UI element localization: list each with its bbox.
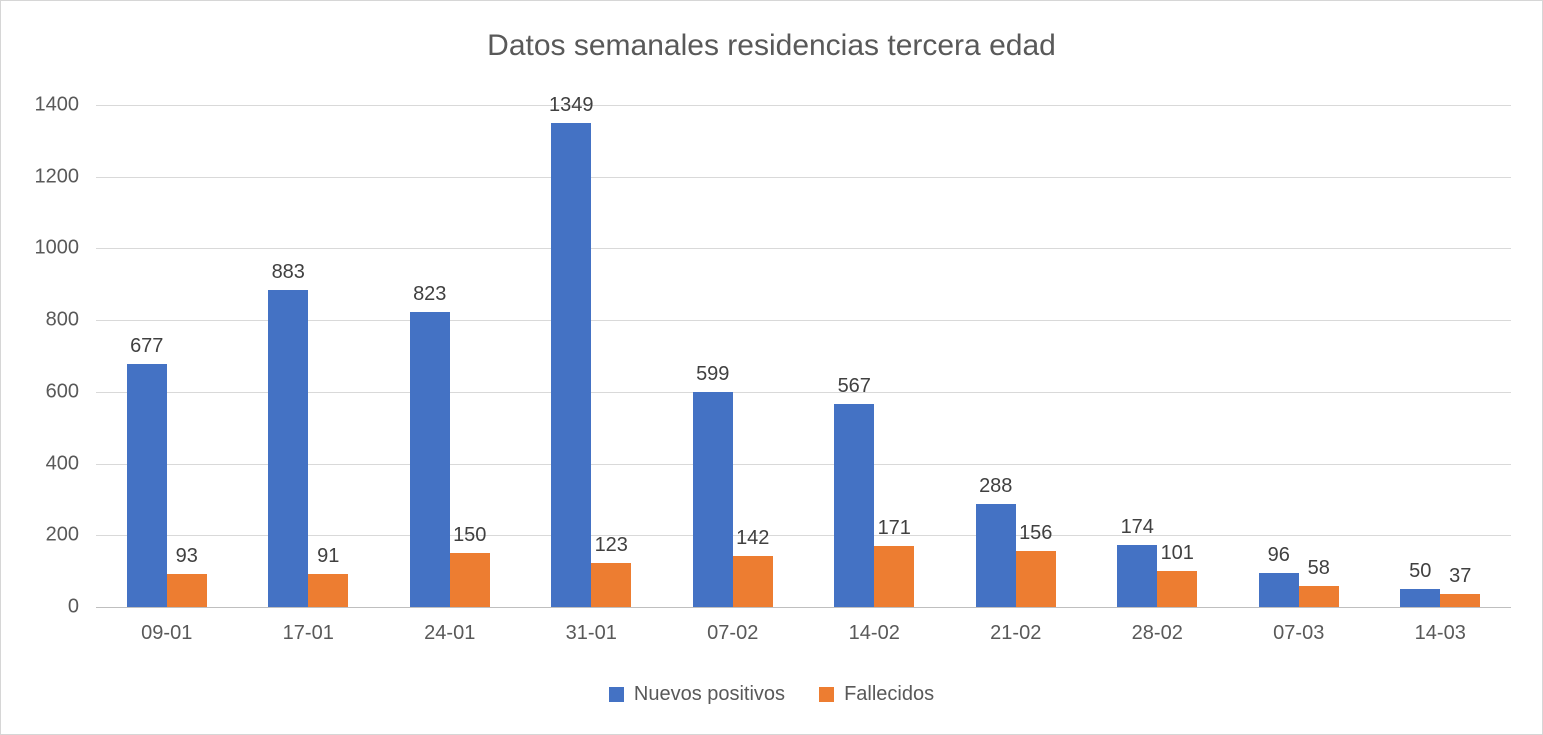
bar-nuevos-positivos: 50 — [1400, 560, 1441, 607]
legend-entry-nuevos-positivos: Nuevos positivos — [608, 683, 786, 706]
legend-swatch-icon — [819, 687, 835, 702]
data-label: 823 — [413, 282, 447, 305]
bar-fallecidos: 150 — [449, 524, 490, 607]
bar-nuevos-positivos: 174 — [1117, 516, 1158, 607]
bar-nuevos-positivos: 823 — [409, 283, 450, 607]
bar-fallecidos: 171 — [874, 517, 915, 607]
gridline — [96, 463, 1511, 465]
bar-fallecidos: 58 — [1298, 557, 1339, 607]
bar-group-14-03: 50 37 — [1370, 105, 1512, 607]
data-label: 58 — [1307, 557, 1330, 580]
gridline — [96, 105, 1511, 106]
bar-group-07-02: 599 142 — [662, 105, 804, 607]
y-axis-tick-label: 400 — [45, 452, 79, 475]
data-label: 567 — [837, 374, 871, 397]
bar-nuevos-positivos: 288 — [975, 475, 1016, 607]
bar-group-07-03: 96 58 — [1228, 105, 1370, 607]
bar-fallecidos: 91 — [308, 545, 349, 607]
data-label: 93 — [175, 544, 198, 567]
data-label: 142 — [736, 527, 770, 550]
legend-entry-fallecidos: Fallecidos — [819, 683, 934, 706]
bar-nuevos-positivos: 599 — [692, 363, 733, 607]
gridline — [96, 176, 1511, 178]
x-axis-tick-label: 21-02 — [990, 622, 1042, 644]
bar-fallecidos: 37 — [1440, 565, 1481, 607]
x-axis-tick-label: 14-03 — [1414, 622, 1466, 644]
data-label: 677 — [130, 335, 164, 358]
legend-label: Fallecidos — [844, 683, 935, 705]
data-label: 50 — [1409, 560, 1432, 583]
x-axis-tick-label: 24-01 — [424, 622, 476, 644]
gridline — [96, 391, 1511, 393]
y-axis-tick-label: 1400 — [34, 93, 80, 116]
data-label: 91 — [317, 545, 340, 568]
x-axis-tick-label: 28-02 — [1131, 622, 1183, 644]
y-axis-tick-label: 1200 — [34, 165, 80, 188]
x-axis-tick-label: 09-01 — [141, 622, 193, 644]
bar-group-31-01: 1349 123 — [521, 94, 663, 607]
x-axis-tick-label: 07-03 — [1273, 622, 1325, 644]
bar-group-17-01: 883 91 — [238, 105, 380, 607]
bar-group-14-02: 567 171 — [804, 105, 946, 607]
data-label: 288 — [979, 474, 1013, 497]
y-axis-tick-label: 200 — [45, 523, 79, 546]
bar-fallecidos: 93 — [166, 545, 207, 607]
data-label: 883 — [271, 261, 305, 284]
data-label: 171 — [877, 516, 911, 539]
bar-group-24-01: 823 150 — [379, 105, 521, 607]
bar-fallecidos: 101 — [1157, 542, 1198, 607]
bar-fallecidos: 123 — [591, 534, 632, 607]
data-label: 96 — [1267, 543, 1290, 566]
data-label: 123 — [594, 533, 628, 556]
data-label: 156 — [1019, 522, 1053, 545]
gridline — [96, 535, 1511, 537]
data-label: 150 — [453, 524, 487, 547]
x-axis-tick-label: 07-02 — [707, 622, 759, 644]
legend-swatch-icon — [608, 687, 624, 702]
bar-nuevos-positivos: 567 — [834, 375, 875, 607]
bar-nuevos-positivos: 677 — [126, 335, 167, 607]
data-label: 599 — [696, 363, 730, 386]
y-axis-tick-label: 1000 — [34, 236, 80, 259]
data-label: 1349 — [549, 94, 594, 117]
bar-nuevos-positivos: 883 — [268, 261, 309, 607]
y-axis-tick-label: 600 — [45, 380, 79, 403]
plot-area: 677 93 883 91 823 150 1349 123 599 142 567 171 288 15… — [96, 94, 1512, 608]
x-axis-tick-label: 31-01 — [565, 622, 617, 644]
bar-group-09-01: 677 93 — [96, 105, 238, 607]
bar-nuevos-positivos: 1349 — [549, 94, 594, 607]
bar-fallecidos: 142 — [732, 527, 773, 607]
bar-group-28-02: 174 101 — [1087, 105, 1229, 607]
x-axis-line — [96, 607, 1511, 608]
legend: Nuevos positivos Fallecidos — [1, 683, 1542, 706]
x-axis-tick-label: 17-01 — [282, 622, 334, 644]
x-axis-tick-label: 14-02 — [848, 622, 900, 644]
bar-fallecidos: 156 — [1015, 522, 1056, 607]
legend-label: Nuevos positivos — [633, 683, 786, 705]
data-label: 174 — [1120, 515, 1154, 538]
chart-title: Datos semanales residencias tercera edad — [487, 29, 1056, 62]
bar-group-21-02: 288 156 — [945, 105, 1087, 607]
bar-nuevos-positivos: 96 — [1258, 544, 1299, 607]
gridline — [96, 320, 1511, 322]
y-axis-tick-label: 800 — [45, 308, 79, 331]
y-axis-tick-label: 0 — [67, 595, 79, 618]
gridline — [96, 248, 1511, 250]
data-label: 37 — [1449, 564, 1472, 587]
data-label: 101 — [1160, 541, 1194, 564]
